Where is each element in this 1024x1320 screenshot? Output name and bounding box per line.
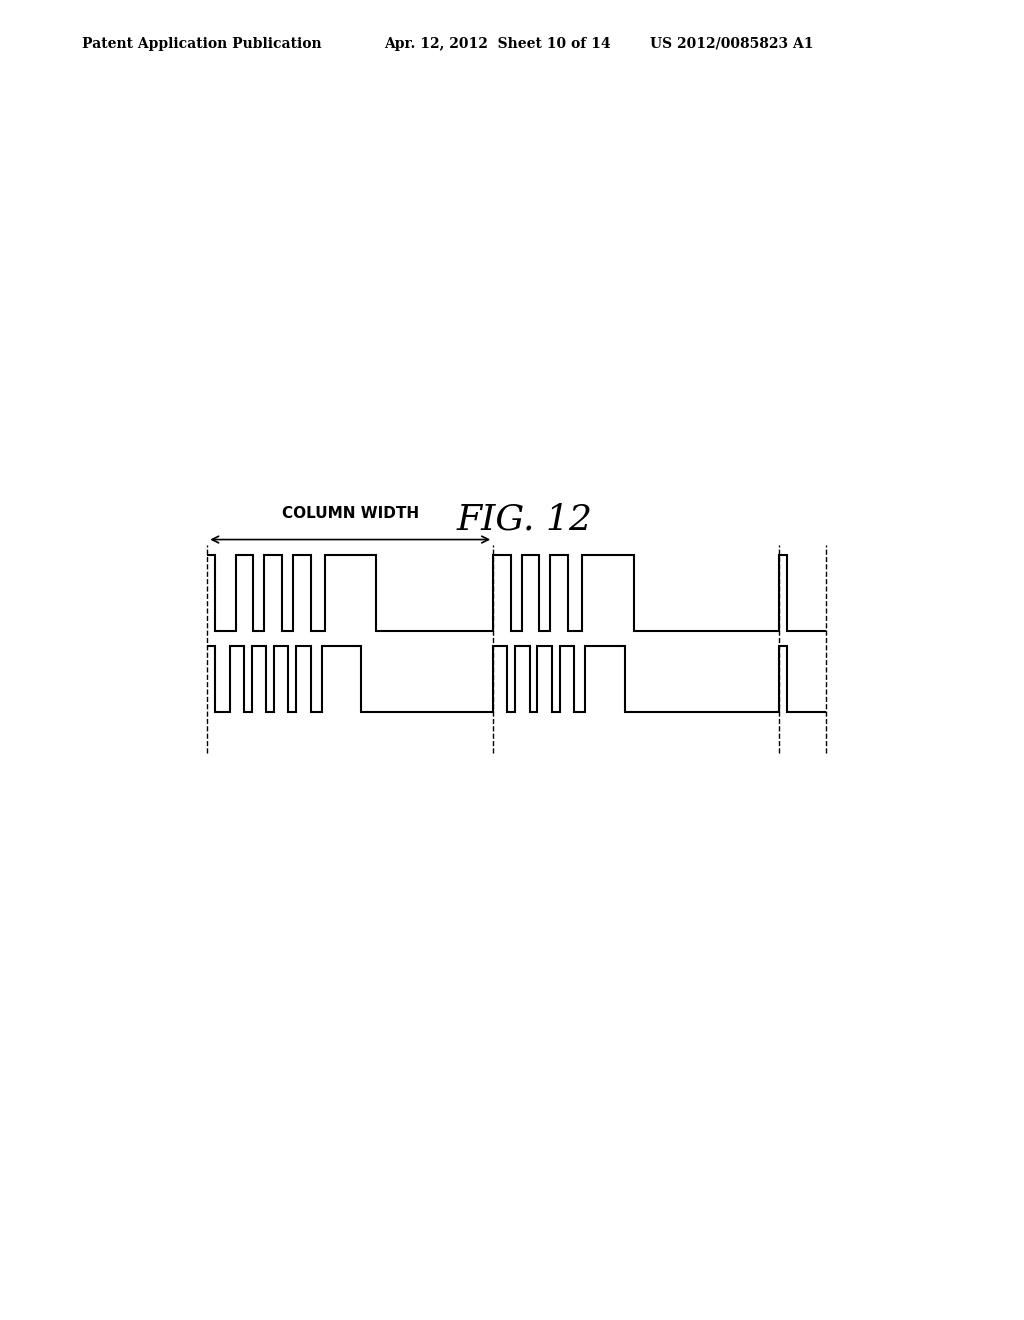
Text: Patent Application Publication: Patent Application Publication <box>82 37 322 51</box>
Text: COLUMN WIDTH: COLUMN WIDTH <box>282 507 419 521</box>
Text: Apr. 12, 2012  Sheet 10 of 14: Apr. 12, 2012 Sheet 10 of 14 <box>384 37 610 51</box>
Text: US 2012/0085823 A1: US 2012/0085823 A1 <box>650 37 814 51</box>
Text: FIG. 12: FIG. 12 <box>457 502 593 536</box>
